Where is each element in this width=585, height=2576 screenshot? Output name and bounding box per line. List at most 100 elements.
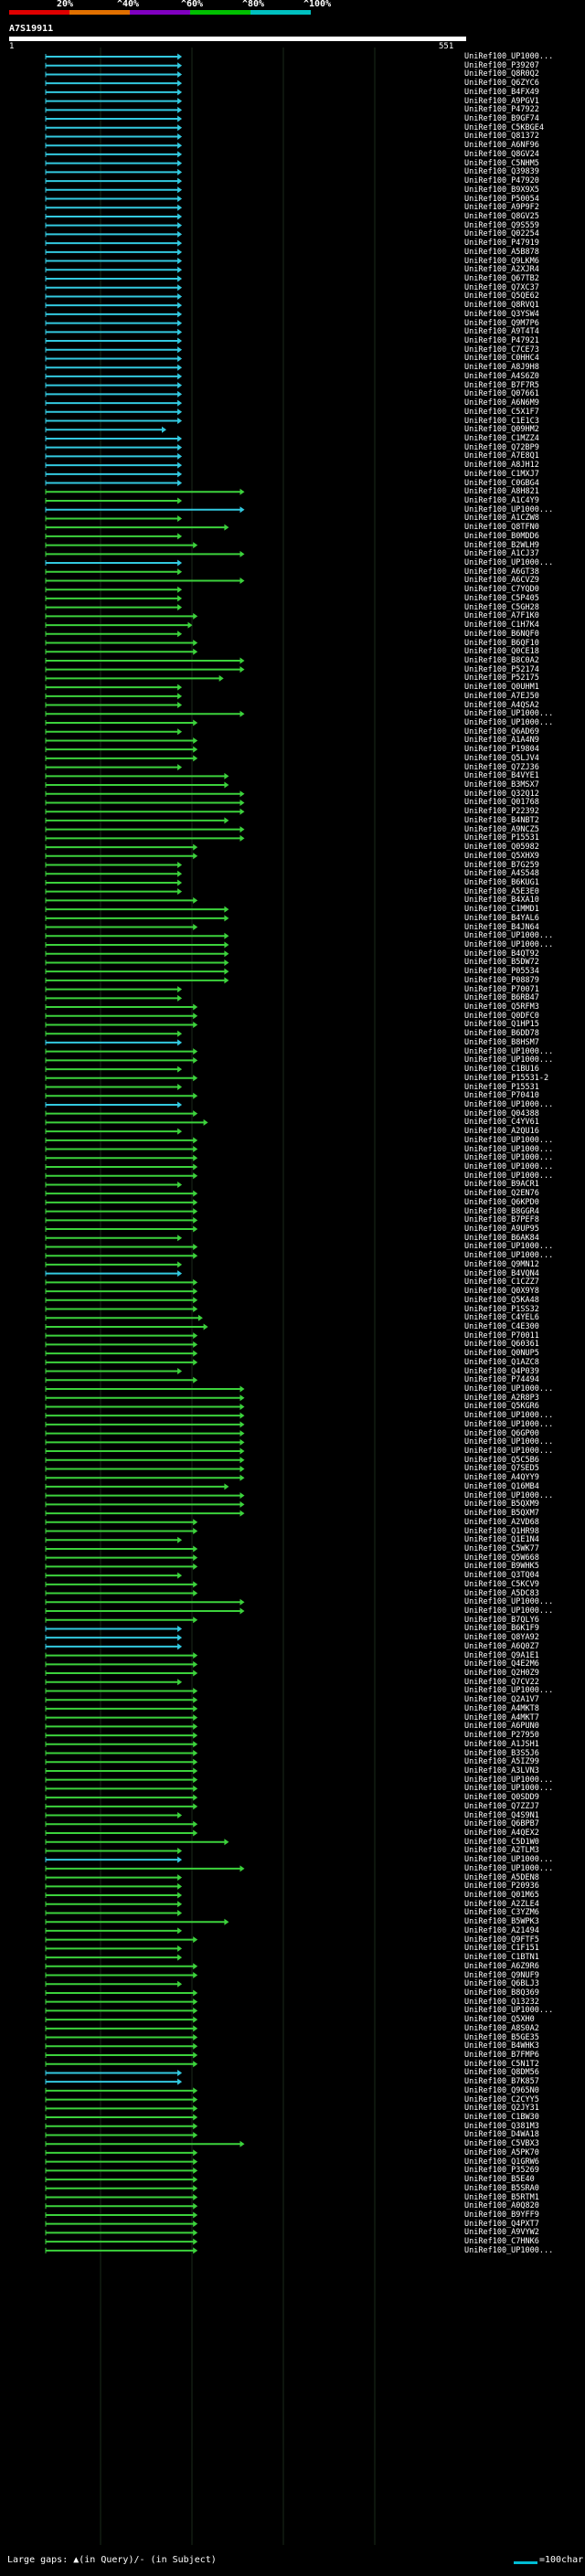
hit-label-link[interactable]: UniRef100_UP1000... [464,1144,554,1154]
hit-label-link[interactable]: UniRef100_B2WLH9 [464,540,539,550]
hit-label-link[interactable]: UniRef100_C5KBGE4 [464,122,544,133]
hit-label-link[interactable]: UniRef100_P47922 [464,105,539,115]
hit-label-link[interactable]: UniRef100_A4QEX2 [464,1829,539,1838]
hit-label-link[interactable]: UniRef100_Q4E2M6 [464,1659,539,1670]
hit-label-link[interactable]: UniRef100_P70410 [464,1091,539,1101]
hit-label-link[interactable]: UniRef100_C5NHM5 [464,158,539,168]
hit-label-link[interactable]: UniRef100_B5E40 [464,2175,535,2185]
hit-label-link[interactable]: UniRef100_B3S5J6 [464,1748,539,1758]
hit-label-link[interactable]: UniRef100_Q9FTF5 [464,1935,539,1945]
hit-label-link[interactable]: UniRef100_A2VD68 [464,1517,539,1527]
hit-label-link[interactable]: UniRef100_B5QXM9 [464,1500,539,1510]
hit-label-link[interactable]: UniRef100_A2ZLE4 [464,1899,539,1909]
hit-label-link[interactable]: UniRef100_Q6BLJ3 [464,1979,539,1989]
hit-label-link[interactable]: UniRef100_P70011 [464,1330,539,1341]
hit-label-link[interactable]: UniRef100_UP1000... [464,1437,554,1447]
hit-label-link[interactable]: UniRef100_P74494 [464,1375,539,1385]
hit-label-link[interactable]: UniRef100_B8C0A2 [464,655,539,665]
hit-label-link[interactable]: UniRef100_Q0X9Y8 [464,1287,539,1297]
hit-label-link[interactable]: UniRef100_A6NF96 [464,141,539,151]
hit-label-link[interactable]: UniRef100_C5D1W0 [464,1837,539,1847]
hit-label-link[interactable]: UniRef100_Q67TB2 [464,274,539,283]
hit-label-link[interactable]: UniRef100_B6KUG1 [464,877,539,887]
hit-label-link[interactable]: UniRef100_A9VYW2 [464,2228,539,2238]
hit-label-link[interactable]: UniRef100_C1BTN1 [464,1953,539,1963]
hit-label-link[interactable]: UniRef100_B5GE35 [464,2032,539,2042]
hit-label-link[interactable]: UniRef100_P1SS32 [464,1304,539,1314]
hit-label-link[interactable]: UniRef100_B9WHK5 [464,1562,539,1572]
hit-label-link[interactable]: UniRef100_B4JN64 [464,922,539,932]
hit-label-link[interactable]: UniRef100_Q5XH0 [464,2015,535,2025]
hit-label-link[interactable]: UniRef100_Q1GRW6 [464,2157,539,2167]
hit-label-link[interactable]: UniRef100_P22392 [464,807,539,817]
hit-label-link[interactable]: UniRef100_UP1000... [464,1597,554,1607]
hit-label-link[interactable]: UniRef100_B5RTM1 [464,2192,539,2202]
hit-label-link[interactable]: UniRef100_A6CVZ9 [464,576,539,586]
hit-label-link[interactable]: UniRef100_C1MMD1 [464,905,539,915]
hit-label-link[interactable]: UniRef100_P47919 [464,239,539,249]
hit-label-link[interactable]: UniRef100_UP1000... [464,52,554,61]
hit-label-link[interactable]: UniRef100_B5SRA0 [464,2183,539,2193]
hit-label-link[interactable]: UniRef100_B5WPK3 [464,1917,539,1927]
hit-label-link[interactable]: UniRef100_UP1000... [464,2006,554,2016]
hit-label-link[interactable]: UniRef100_UP1000... [464,1490,554,1500]
hit-label-link[interactable]: UniRef100_B9ACR1 [464,1180,539,1190]
hit-label-link[interactable]: UniRef100_A4S6Z0 [464,371,539,381]
hit-label-link[interactable]: UniRef100_B3MSX7 [464,780,539,790]
hit-label-link[interactable]: UniRef100_Q6AD69 [464,726,539,737]
hit-label-link[interactable]: UniRef100_Q5QE62 [464,292,539,302]
hit-label-link[interactable]: UniRef100_UP1000... [464,1251,554,1261]
hit-label-link[interactable]: UniRef100_UP1000... [464,1606,554,1616]
hit-label-link[interactable]: UniRef100_C2CYY5 [464,2094,539,2104]
hit-label-link[interactable]: UniRef100_UP1000... [464,1775,554,1785]
hit-label-link[interactable]: UniRef100_Q8TFN0 [464,523,539,533]
hit-label-link[interactable]: UniRef100_A6GT38 [464,567,539,577]
hit-label-link[interactable]: UniRef100_C1F151 [464,1944,539,1954]
hit-label-link[interactable]: UniRef100_B6DD78 [464,1029,539,1039]
hit-label-link[interactable]: UniRef100_UP1000... [464,558,554,568]
hit-label-link[interactable]: UniRef100_UP1000... [464,1855,554,1865]
hit-label-link[interactable]: UniRef100_C7CE73 [464,345,539,355]
hit-label-link[interactable]: UniRef100_A5PK70 [464,2147,539,2157]
hit-label-link[interactable]: UniRef100_C1MXJ7 [464,469,539,479]
hit-label-link[interactable]: UniRef100_B6AK84 [464,1233,539,1243]
hit-label-link[interactable]: UniRef100_B7FMP6 [464,2051,539,2060]
hit-label-link[interactable]: UniRef100_Q7SED5 [464,1464,539,1474]
hit-label-link[interactable]: UniRef100_A0Q820 [464,2201,539,2211]
hit-label-link[interactable]: UniRef100_C1E1C3 [464,416,539,426]
hit-label-link[interactable]: UniRef100_A9P9F2 [464,203,539,213]
hit-label-link[interactable]: UniRef100_B4XA10 [464,896,539,906]
hit-label-link[interactable]: UniRef100_A8H821 [464,487,539,497]
hit-label-link[interactable]: UniRef100_Q9A1E1 [464,1650,539,1660]
hit-label-link[interactable]: UniRef100_UP1000... [464,504,554,514]
hit-label-link[interactable]: UniRef100_B5QXM7 [464,1509,539,1519]
hit-label-link[interactable]: UniRef100_C1H7K4 [464,620,539,631]
hit-label-link[interactable]: UniRef100_A1JSH1 [464,1739,539,1749]
hit-label-link[interactable]: UniRef100_Q7CV22 [464,1677,539,1687]
hit-label-link[interactable]: UniRef100_A5IZ99 [464,1757,539,1767]
hit-label-link[interactable]: UniRef100_Q39839 [464,167,539,177]
hit-label-link[interactable]: UniRef100_A2TLM3 [464,1846,539,1856]
hit-label-link[interactable]: UniRef100_Q0UHM1 [464,683,539,693]
hit-label-link[interactable]: UniRef100_B4FX49 [464,87,539,97]
hit-label-link[interactable]: UniRef100_Q0DFC0 [464,1011,539,1021]
hit-label-link[interactable]: UniRef100_C1MZZ4 [464,433,539,443]
hit-label-link[interactable]: UniRef100_B8GGR4 [464,1206,539,1216]
hit-label-link[interactable]: UniRef100_A1CZW8 [464,514,539,524]
hit-label-link[interactable]: UniRef100_P08879 [464,975,539,985]
hit-label-link[interactable]: UniRef100_C3YZM6 [464,1908,539,1918]
hit-label-link[interactable]: UniRef100_A1C4Y9 [464,496,539,505]
hit-label-link[interactable]: UniRef100_UP1000... [464,1419,554,1429]
hit-label-link[interactable]: UniRef100_A5DC83 [464,1588,539,1598]
hit-label-link[interactable]: UniRef100_A2XJR4 [464,265,539,275]
hit-label-link[interactable]: UniRef100_C5VBX3 [464,2139,539,2149]
hit-label-link[interactable]: UniRef100_Q9M7P6 [464,318,539,328]
hit-label-link[interactable]: UniRef100_Q2H0Z9 [464,1669,539,1679]
hit-label-link[interactable]: UniRef100_A8JH12 [464,461,539,471]
hit-label-link[interactable]: UniRef100_UP1000... [464,709,554,719]
hit-label-link[interactable]: UniRef100_A8J9H8 [464,363,539,373]
hit-label-link[interactable]: UniRef100_Q381M3 [464,2121,539,2131]
hit-label-link[interactable]: UniRef100_B9YFF9 [464,2210,539,2220]
hit-label-link[interactable]: UniRef100_Q8GV25 [464,211,539,221]
hit-label-link[interactable]: UniRef100_P15531-2 [464,1073,549,1083]
